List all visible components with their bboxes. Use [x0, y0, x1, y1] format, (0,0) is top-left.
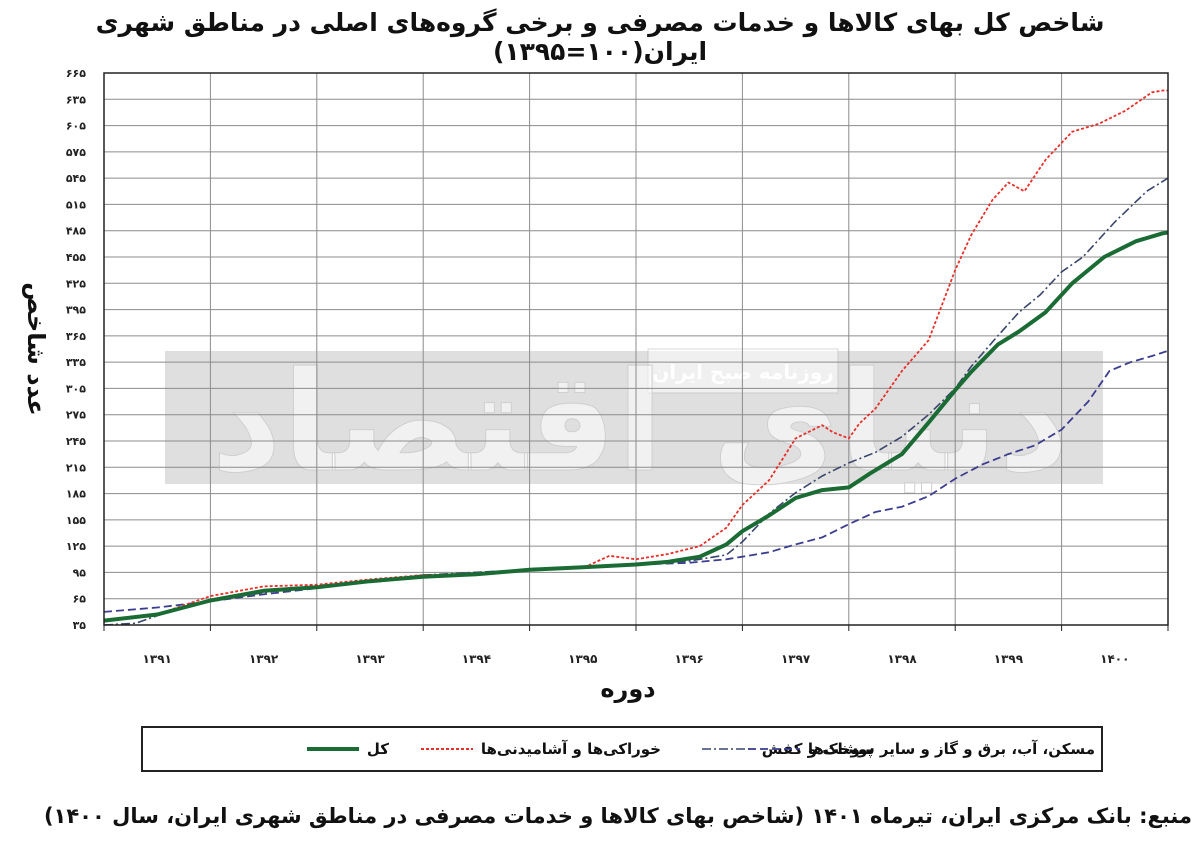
y-tick-label: ۳۳۵: [66, 356, 86, 369]
legend-item-total: کل: [306, 728, 389, 770]
series-layer: [103, 89, 1169, 626]
y-tick-label: ۶۵: [73, 593, 87, 606]
x-tick-label: ۱۳۹۴: [462, 652, 491, 666]
x-tick-label: ۱۳۹۱: [143, 652, 172, 666]
watermark-band: [165, 351, 1103, 484]
watermark-tagline-box: [647, 348, 839, 394]
y-tick-label: ۱۲۵: [66, 540, 86, 553]
y-tick-label: ۵۱۵: [66, 198, 86, 211]
y-tick-label: ۲۷۵: [66, 409, 86, 422]
y-tick-label: ۱۵۵: [66, 514, 86, 527]
legend-label-clothing: پوشاک و کفش: [761, 740, 873, 758]
y-tick-label: ۳۶۵: [66, 330, 86, 343]
legend-item-food: خوراکی‌ها و آشامیدنی‌ها: [420, 728, 661, 770]
y-tick-label: ۶۶۵: [66, 67, 86, 80]
watermark-brand: دنیای اقتصاد: [211, 342, 1069, 503]
legend-swatch-housing: [747, 748, 800, 750]
x-axis-label: دوره: [600, 675, 655, 703]
legend: کل خوراکی‌ها و آشامیدنی‌ها پوشاک و کفش م…: [141, 726, 1103, 772]
y-tick-label: ۶۳۵: [66, 93, 86, 106]
x-tick-label: ۱۳۹۶: [675, 652, 704, 666]
y-tick-label: ۱۸۵: [66, 488, 86, 501]
y-tick-label: ۴۸۵: [66, 225, 86, 238]
legend-item-clothing: پوشاک و کفش: [701, 728, 873, 770]
plot-frame: [103, 72, 1169, 626]
x-axis-ticks: ۱۳۹۱ ۱۳۹۲ ۱۳۹۳ ۱۳۹۴ ۱۳۹۵ ۱۳۹۶ ۱۳۹۷ ۱۳۹۸ ۱۳۹۹ ۱۴۰۰: [103, 625, 1169, 666]
y-axis-ticks: ۳۵ ۶۵ ۹۵ ۱۲۵ ۱۵۵ ۱۸۵ ۲۱۵ ۲۴۵ ۲۷۵ ۳۰۵ ۳۳۵ ۳۶۵ ۳۹۵ ۴۲۵ ۴…: [66, 67, 86, 632]
legend-label-food: خوراکی‌ها و آشامیدنی‌ها: [480, 740, 661, 758]
legend-label-housing: مسکن، آب، برق و گاز و سایر سوخت‌ها: [807, 740, 1095, 758]
x-tick-label: ۱۳۹۳: [355, 652, 385, 666]
y-tick-label: ۴۲۵: [66, 277, 86, 290]
chart-title: شاخص کل بهای کالاها و خدمات مصرفی و برخی…: [95, 8, 1105, 66]
y-tick-label: ۵۴۵: [66, 172, 86, 185]
legend-swatch-total: [306, 747, 359, 751]
x-tick-label: ۱۳۹۸: [887, 652, 917, 666]
x-tick-label: ۱۳۹۲: [249, 652, 279, 666]
legend-swatch-food: [420, 748, 473, 750]
y-tick-label: ۵۷۵: [66, 146, 86, 159]
legend-swatch-clothing: [701, 748, 754, 750]
y-tick-label: ۳۰۵: [66, 382, 86, 395]
source-note: منبع: بانک مرکزی ایران، تیرماه ۱۴۰۱ (شاخ…: [43, 804, 1192, 828]
y-tick-label: ۶۰۵: [66, 120, 86, 133]
x-tick-label: ۱۳۹۵: [568, 652, 597, 666]
watermark-tagline: روزنامه صبح ایران: [652, 360, 834, 384]
y-tick-label: ۲۴۵: [66, 435, 86, 448]
x-tick-label: ۱۳۹۹: [994, 652, 1024, 666]
legend-label-total: کل: [366, 740, 389, 758]
y-tick-label: ۴۵۵: [66, 251, 86, 264]
series-line-total: [103, 230, 1169, 623]
x-tick-label: ۱۳۹۷: [781, 652, 811, 666]
y-tick-label: ۳۹۵: [66, 304, 86, 317]
y-tick-label: ۲۱۵: [66, 461, 86, 474]
x-tick-label: ۱۴۰۰: [1100, 652, 1129, 666]
watermark: روزنامه صبح ایران دنیای اقتصاد: [165, 342, 1103, 504]
y-tick-label: ۹۵: [73, 566, 87, 579]
y-axis-label: عدد شاخص: [22, 282, 50, 416]
legend-item-housing: مسکن، آب، برق و گاز و سایر سوخت‌ها: [747, 728, 1095, 770]
y-tick-label: ۳۵: [73, 619, 87, 632]
